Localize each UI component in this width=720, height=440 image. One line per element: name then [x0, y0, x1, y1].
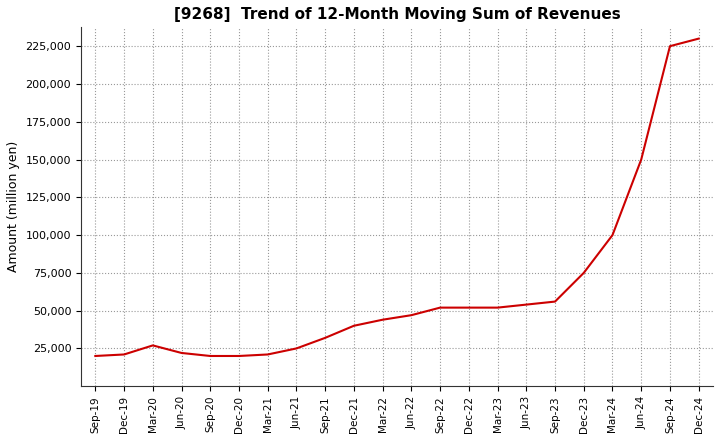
Title: [9268]  Trend of 12-Month Moving Sum of Revenues: [9268] Trend of 12-Month Moving Sum of R…	[174, 7, 621, 22]
Y-axis label: Amount (million yen): Amount (million yen)	[7, 141, 20, 272]
